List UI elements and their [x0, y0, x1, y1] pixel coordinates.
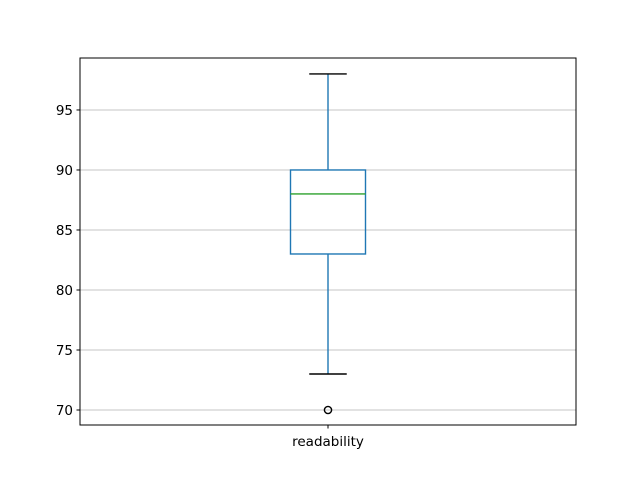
y-tick-label: 70	[56, 403, 73, 419]
y-tick-label: 80	[56, 283, 73, 299]
y-tick-label: 85	[56, 223, 73, 239]
y-tick-label: 90	[56, 163, 73, 179]
outlier-marker	[323, 405, 333, 415]
y-tick-label: 95	[56, 103, 73, 119]
axes-border	[79, 57, 577, 426]
y-tick-label: 75	[56, 343, 73, 359]
iqr-box	[289, 169, 367, 255]
x-tick-label: readability	[292, 434, 364, 450]
